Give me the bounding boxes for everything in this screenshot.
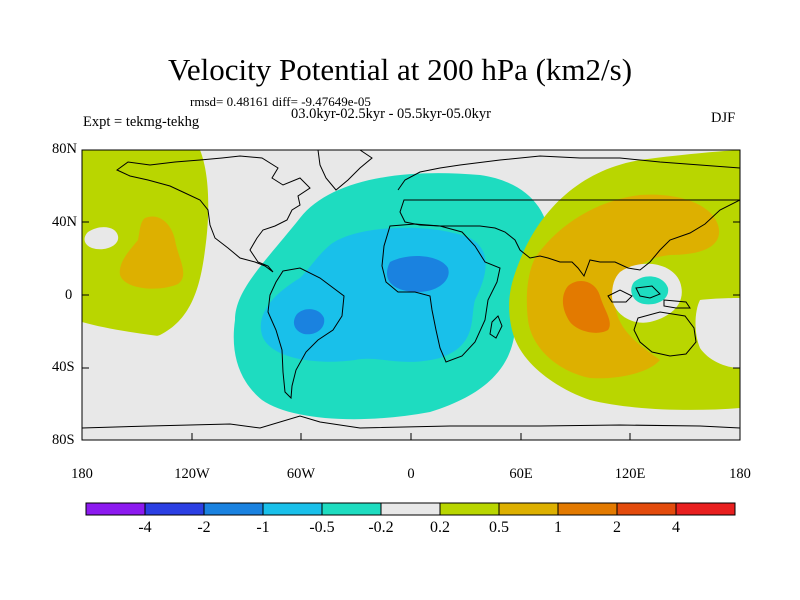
colorbar-swatch: [498, 502, 559, 516]
colorbar-label: -1: [256, 519, 270, 536]
contour-neg-1-southamerica: [293, 309, 325, 335]
contour-fields: [82, 150, 740, 420]
colorbar-swatch: [85, 502, 146, 516]
lon-label-120e: 120E: [614, 466, 646, 482]
lat-label-80n: 80N: [52, 141, 77, 157]
coastline-south-america: [267, 267, 345, 400]
colorbar-label: -4: [138, 519, 152, 536]
colorbar-swatch: [380, 502, 441, 516]
rmsd-diff-stats: rmsd= 0.48161 diff= -9.47649e-05: [190, 94, 371, 109]
colorbar-label: 4: [672, 519, 680, 536]
contour-neg-east-pacific: [84, 227, 119, 250]
colorbar-swatch: [321, 502, 382, 516]
contour-pos-1-indian-ocean: [562, 281, 610, 333]
lon-label-0: 0: [407, 466, 415, 482]
contour-neutral-southwest-pacific: [695, 298, 740, 368]
colorbar-label: 1: [554, 519, 562, 536]
colorbar-label: 0.2: [430, 519, 450, 536]
colorbar-swatch: [675, 502, 736, 516]
coastlines: [82, 150, 740, 429]
map-frame: [81, 149, 741, 441]
lon-label-60w: 60W: [286, 466, 316, 482]
coastline-africa: [381, 223, 501, 363]
contour-pos-0.5-east-pacific: [119, 216, 184, 289]
season-label: DJF: [711, 110, 736, 126]
colorbar-label: -0.2: [368, 519, 394, 536]
lat-label-40n: 40N: [52, 214, 77, 230]
colorbar: [85, 502, 736, 516]
contour-neg-0.2-west-pacific: [631, 276, 669, 305]
colorbar-swatch: [203, 502, 264, 516]
lat-label-0: 0: [65, 287, 73, 303]
contour-pos-0.5-indo-pacific: [526, 194, 720, 379]
coastline-maritime-continent: [607, 285, 691, 309]
experiment-label: Expt = tekmg-tekhg: [83, 114, 200, 130]
colorbar-label: -2: [197, 519, 211, 536]
page-title: Velocity Potential at 200 hPa (km2/s): [167, 52, 633, 87]
coastline-antarctica: [82, 415, 740, 429]
colorbar-swatch: [557, 502, 618, 516]
lon-label-180w: 180: [71, 466, 93, 482]
colorbar-swatch: [616, 502, 677, 516]
coastline-australia: [633, 311, 697, 357]
colorbar-label: 0.5: [489, 519, 509, 536]
lat-label-80s: 80S: [52, 432, 75, 448]
period-label: 03.0kyr-02.5kyr - 05.5kyr-05.0kyr: [291, 106, 491, 122]
lon-label-60e: 60E: [509, 466, 533, 482]
colorbar-swatch: [439, 502, 500, 516]
contour-neutral-southeast-pacific: [82, 322, 178, 400]
coastline-north-america: [116, 155, 311, 273]
coastline-greenland: [317, 150, 373, 191]
lon-label-180e: 180: [729, 466, 751, 482]
colorbar-swatch: [144, 502, 205, 516]
contour-neg-1-africa: [386, 256, 449, 292]
lat-label-40s: 40S: [52, 359, 75, 375]
colorbar-label: 2: [613, 519, 621, 536]
lon-label-120w: 120W: [174, 466, 210, 482]
colorbar-label: -0.5: [309, 519, 335, 536]
coastline-madagascar: [489, 315, 503, 339]
colorbar-swatch: [262, 502, 323, 516]
